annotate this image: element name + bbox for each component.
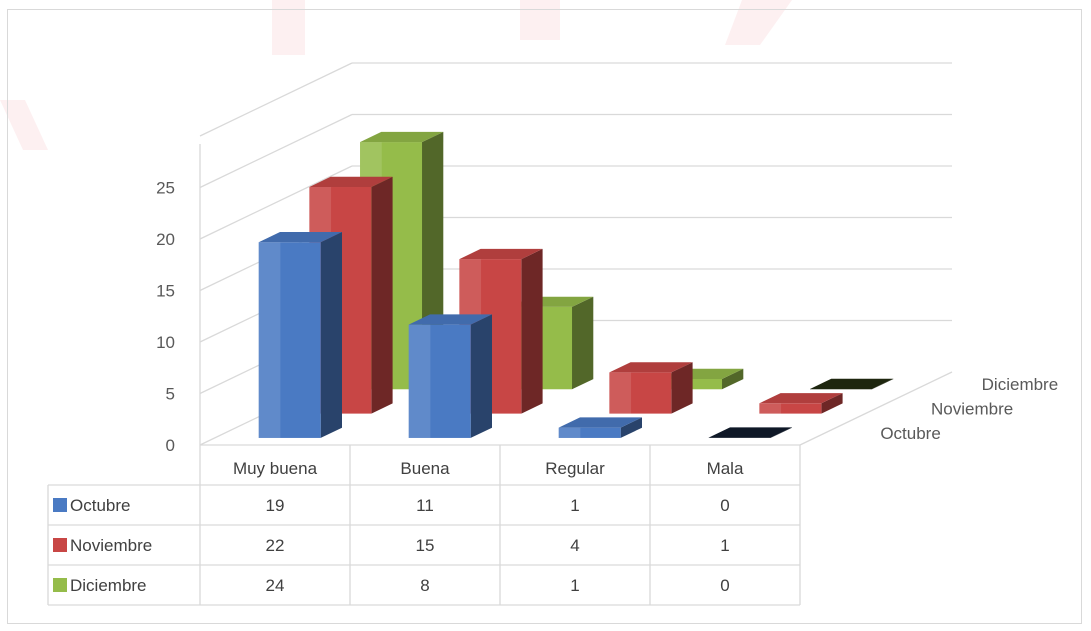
bar-side-face <box>620 417 642 438</box>
bar[interactable] <box>708 427 792 438</box>
bar[interactable] <box>408 314 492 438</box>
category-label: Muy buena <box>233 459 318 478</box>
bar-top-face <box>558 417 642 428</box>
y-tick-label: 0 <box>166 436 175 455</box>
bar-highlight <box>609 372 632 414</box>
bar-side-face <box>671 362 693 414</box>
legend-key <box>53 578 67 592</box>
bar-front-face <box>408 324 471 438</box>
bar-front-face <box>759 403 822 414</box>
bar[interactable] <box>609 362 693 414</box>
bar-side-face <box>821 393 843 414</box>
bar-top-face <box>609 362 693 373</box>
y-tick-label: 15 <box>156 282 175 301</box>
bar[interactable] <box>759 393 843 414</box>
legend-label: Octubre <box>70 496 130 515</box>
legend-label: Noviembre <box>70 536 152 555</box>
bar-highlight <box>408 324 431 438</box>
chart-bars <box>258 131 894 438</box>
bar-front-face <box>558 427 621 438</box>
y-tick-label: 10 <box>156 333 175 352</box>
bar-side-face <box>470 314 492 438</box>
bar-highlight <box>759 403 782 414</box>
table-cell-value: 0 <box>720 576 729 595</box>
bar[interactable] <box>558 417 642 438</box>
bar-side-face <box>572 296 594 390</box>
bar-top-face <box>408 314 492 325</box>
bar-top-face <box>759 393 843 404</box>
bg-stripe <box>272 0 305 55</box>
bar-front-face <box>258 242 321 438</box>
bar-top-face <box>810 378 894 389</box>
y-tick-label: 5 <box>166 385 175 404</box>
table-cell-value: 19 <box>266 496 285 515</box>
legend-key <box>53 538 67 552</box>
bg-stripe <box>0 100 48 150</box>
table-cell-value: 24 <box>266 576 285 595</box>
bar-highlight <box>258 242 281 438</box>
floor-right-edge <box>799 371 953 446</box>
series-axis-label: Diciembre <box>982 375 1059 394</box>
bar-top-face <box>258 232 342 243</box>
y-tick-label: 25 <box>156 179 175 198</box>
bg-stripe <box>520 0 560 40</box>
bar-highlight <box>558 427 581 438</box>
category-label: Buena <box>400 459 450 478</box>
chart-area-border <box>7 9 1082 624</box>
bar-top-face <box>708 427 792 438</box>
series-axis-label: Noviembre <box>931 400 1013 419</box>
bar-side-face <box>371 176 393 414</box>
category-label: Regular <box>545 459 605 478</box>
category-label: Mala <box>707 459 744 478</box>
legend-key <box>53 498 67 512</box>
y-tick-label: 20 <box>156 230 175 249</box>
side-wall-gridline <box>199 165 353 240</box>
bar[interactable] <box>810 378 894 390</box>
table-cell-value: 11 <box>416 496 434 515</box>
legend-label: Diciembre <box>70 576 147 595</box>
bg-stripe <box>725 0 792 45</box>
table-cell-value: 1 <box>570 496 579 515</box>
bar-top-face <box>360 131 444 143</box>
table-cell-value: 22 <box>266 536 285 555</box>
table-cell-value: 0 <box>720 496 729 515</box>
bar-top-face <box>309 176 393 187</box>
bar-side-face <box>872 378 894 390</box>
bar-side-face <box>770 427 792 438</box>
side-wall-gridline <box>199 113 353 189</box>
series-axis-labels: Octubre Noviembre Diciembre <box>880 375 1058 443</box>
bar-top-face <box>459 248 543 260</box>
bar-side-face <box>722 368 744 390</box>
side-wall-gridline <box>199 62 353 137</box>
table-cell-value: 8 <box>420 576 429 595</box>
bar-side-face <box>521 248 543 414</box>
series-axis-label: Octubre <box>880 424 940 443</box>
table-cell-value: 15 <box>416 536 435 555</box>
table-cell-value: 1 <box>720 536 729 555</box>
table-cell-value: 1 <box>570 576 579 595</box>
y-axis-ticks: 0 5 10 15 20 25 <box>156 179 175 456</box>
bar-side-face <box>320 232 342 438</box>
bar[interactable] <box>258 232 342 438</box>
table-cell-value: 4 <box>570 536 579 555</box>
bar-front-face <box>609 372 672 414</box>
